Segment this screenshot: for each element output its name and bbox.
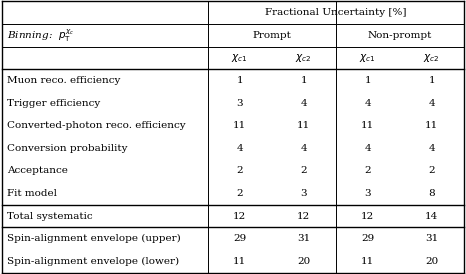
Text: 1: 1 xyxy=(300,76,307,85)
Text: Conversion probability: Conversion probability xyxy=(7,144,128,153)
Text: Total systematic: Total systematic xyxy=(7,212,93,221)
Text: 2: 2 xyxy=(300,166,307,175)
Text: 3: 3 xyxy=(300,189,307,198)
Text: 11: 11 xyxy=(233,257,246,266)
Text: 4: 4 xyxy=(236,144,243,153)
Text: 11: 11 xyxy=(361,121,374,130)
Text: Acceptance: Acceptance xyxy=(7,166,68,175)
Text: 1: 1 xyxy=(236,76,243,85)
Text: 12: 12 xyxy=(233,212,246,221)
Text: 4: 4 xyxy=(364,144,371,153)
Text: 4: 4 xyxy=(428,99,435,108)
Text: $\chi_{c2}$: $\chi_{c2}$ xyxy=(424,52,440,64)
Text: 4: 4 xyxy=(364,99,371,108)
Text: 11: 11 xyxy=(361,257,374,266)
Text: Fit model: Fit model xyxy=(7,189,57,198)
Text: 2: 2 xyxy=(364,166,371,175)
Text: 29: 29 xyxy=(361,234,374,243)
Text: 29: 29 xyxy=(233,234,246,243)
Text: 3: 3 xyxy=(236,99,243,108)
Text: 11: 11 xyxy=(425,121,439,130)
Text: Spin-alignment envelope (upper): Spin-alignment envelope (upper) xyxy=(7,234,181,243)
Text: 4: 4 xyxy=(300,144,307,153)
Text: $\chi_{c1}$: $\chi_{c1}$ xyxy=(231,52,248,64)
Text: 12: 12 xyxy=(361,212,374,221)
Text: 2: 2 xyxy=(236,166,243,175)
Text: Non-prompt: Non-prompt xyxy=(368,31,432,40)
Text: 31: 31 xyxy=(297,234,310,243)
Text: 12: 12 xyxy=(297,212,310,221)
Text: $\chi_{c2}$: $\chi_{c2}$ xyxy=(295,52,312,64)
Text: 20: 20 xyxy=(425,257,439,266)
Text: Binning:  $p_\mathrm{T}^{\chi_c}$: Binning: $p_\mathrm{T}^{\chi_c}$ xyxy=(7,27,74,44)
Text: 1: 1 xyxy=(428,76,435,85)
Text: $\chi_{c1}$: $\chi_{c1}$ xyxy=(359,52,376,64)
Text: 31: 31 xyxy=(425,234,439,243)
Text: Prompt: Prompt xyxy=(252,31,291,40)
Text: 4: 4 xyxy=(428,144,435,153)
Text: 1: 1 xyxy=(364,76,371,85)
Text: 11: 11 xyxy=(233,121,246,130)
Text: 11: 11 xyxy=(297,121,310,130)
Text: 4: 4 xyxy=(300,99,307,108)
Text: Spin-alignment envelope (lower): Spin-alignment envelope (lower) xyxy=(7,257,179,266)
Text: 2: 2 xyxy=(428,166,435,175)
Text: Trigger efficiency: Trigger efficiency xyxy=(7,99,100,108)
Text: 2: 2 xyxy=(236,189,243,198)
Text: Fractional Uncertainty [%]: Fractional Uncertainty [%] xyxy=(265,8,406,17)
Text: 8: 8 xyxy=(428,189,435,198)
Text: 14: 14 xyxy=(425,212,439,221)
Text: 3: 3 xyxy=(364,189,371,198)
Text: Converted-photon reco. efficiency: Converted-photon reco. efficiency xyxy=(7,121,185,130)
Text: 20: 20 xyxy=(297,257,310,266)
Text: Muon reco. efficiency: Muon reco. efficiency xyxy=(7,76,120,85)
